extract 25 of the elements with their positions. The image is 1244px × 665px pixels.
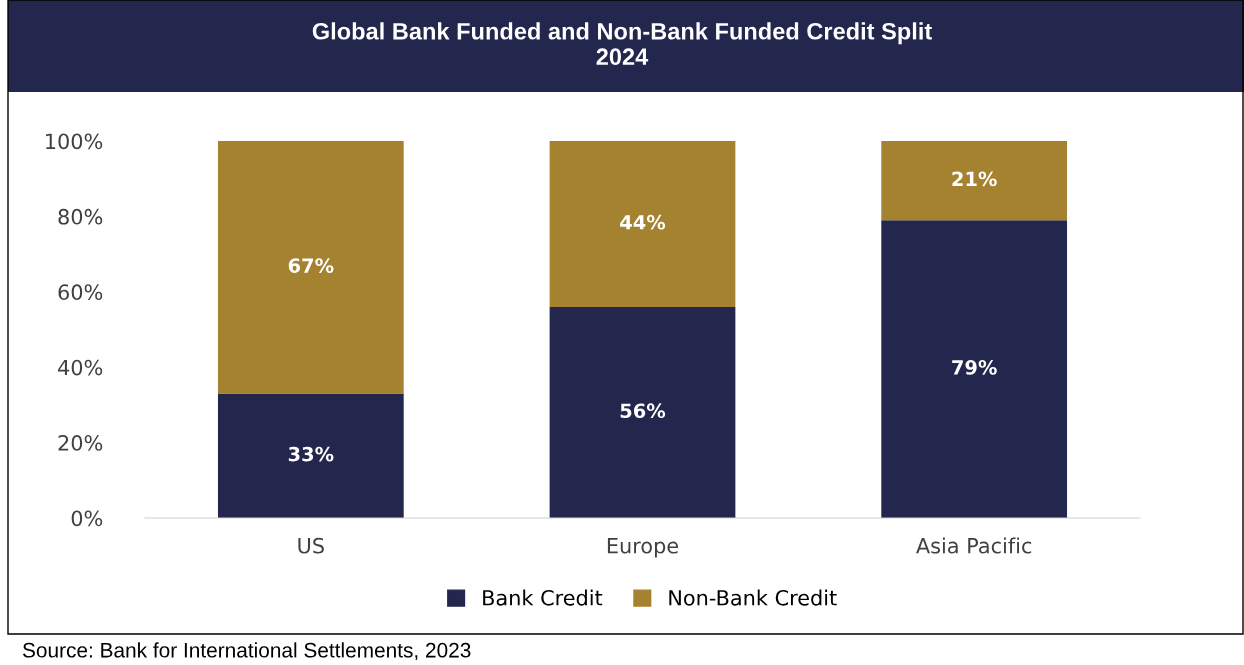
source-note: Source: Bank for International Settlements, 2023 bbox=[22, 642, 471, 661]
x-tick-label: Europe bbox=[607, 538, 679, 558]
bar bbox=[549, 141, 736, 307]
y-tick-label: 60% bbox=[58, 284, 103, 301]
y-tick-label: 0% bbox=[71, 510, 103, 527]
x-tick-label: US bbox=[298, 537, 324, 554]
bar bbox=[549, 306, 736, 518]
data-label: 21% bbox=[952, 171, 997, 187]
legend-label: Non-Bank Credit bbox=[669, 589, 837, 606]
legend-label: Bank Credit bbox=[483, 589, 603, 606]
data-label: 79% bbox=[952, 360, 997, 375]
bar bbox=[881, 220, 1068, 518]
y-tick-label: 40% bbox=[58, 359, 103, 376]
data-label: 33% bbox=[288, 446, 334, 462]
y-tick-label: 100% bbox=[46, 133, 103, 150]
x-tick-label: Asia Pacific bbox=[916, 537, 1032, 554]
data-label: 44% bbox=[620, 214, 666, 230]
data-label: 67% bbox=[288, 258, 334, 273]
bar bbox=[217, 141, 404, 394]
bar bbox=[217, 393, 404, 518]
y-tick-label: 80% bbox=[58, 208, 103, 225]
y-tick-label: 20% bbox=[58, 435, 103, 451]
bar bbox=[881, 141, 1068, 221]
data-label: 56% bbox=[620, 403, 666, 419]
chart-title: Global Bank Funded and Non-Bank Funded Credit Split 2024 bbox=[312, 22, 932, 66]
